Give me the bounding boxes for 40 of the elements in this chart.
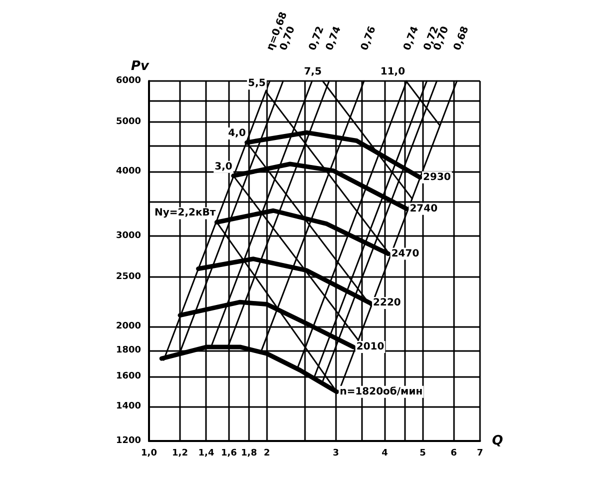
series-label: 7,5 — [304, 66, 322, 78]
series-label: 2470 — [391, 248, 420, 260]
x-tick-label: 4 — [382, 448, 388, 458]
y-axis-title: Pv — [130, 59, 150, 74]
y-tick-label: 1800 — [116, 345, 141, 356]
text: 0,72 — [307, 25, 326, 52]
x-tick-label: 6 — [450, 448, 457, 458]
text: 0,76 — [359, 25, 378, 52]
x-tick-label: 1,6 — [220, 448, 237, 458]
y-tick-label: 1400 — [116, 402, 141, 412]
y-tick-label: 1600 — [116, 372, 141, 382]
series-label: n=1820об/мин — [340, 386, 423, 398]
series-label: 3,0 — [214, 161, 232, 172]
x-tick-label: 5 — [420, 448, 426, 458]
y-tick-label: 6000 — [116, 76, 141, 86]
series-label: 2220 — [373, 297, 401, 308]
text: 0,74 — [324, 25, 344, 52]
x-tick-label: 7 — [476, 448, 484, 458]
text: 0,68 — [452, 25, 472, 52]
series-label: Ny=2,2кВт — [154, 208, 216, 219]
y-tick-label: 5000 — [116, 116, 141, 127]
series-label: 11,0 — [380, 66, 406, 78]
x-tick-label: 1,8 — [241, 448, 257, 458]
series-label: 2010 — [356, 341, 384, 352]
y-tick-label: 1200 — [116, 436, 141, 446]
series-label: 2930 — [423, 172, 451, 183]
y-tick-label: 3000 — [116, 231, 141, 242]
y-tick-label: 4000 — [116, 166, 141, 177]
y-tick-label: 2000 — [116, 322, 141, 332]
series-label: 5,5 — [248, 78, 266, 90]
text: 0,74 — [402, 25, 422, 52]
x-tick-label: 2 — [264, 448, 270, 458]
y-tick-label: 2500 — [116, 272, 141, 282]
x-tick-label: 1,4 — [198, 448, 214, 458]
x-tick-label: 1,2 — [172, 448, 188, 458]
series-label: 2740 — [410, 203, 438, 214]
x-axis-title: Q — [492, 434, 504, 448]
x-tick-label: 1,0 — [141, 448, 157, 458]
x-tick-label: 3 — [332, 448, 340, 458]
series-label: 4,0 — [228, 128, 246, 140]
